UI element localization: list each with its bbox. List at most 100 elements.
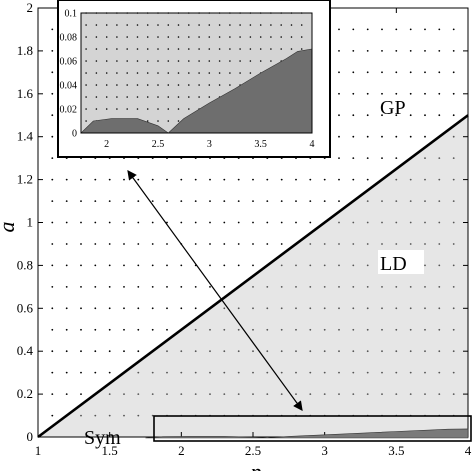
grid-dot bbox=[194, 286, 197, 288]
grid-dot bbox=[409, 243, 412, 245]
y-tick-label: 1.2 bbox=[17, 172, 33, 187]
inset-grid-dot bbox=[290, 36, 293, 38]
inset-grid-dot bbox=[95, 96, 98, 98]
grid-dot bbox=[65, 286, 68, 288]
grid-dot bbox=[424, 243, 426, 245]
grid-dot bbox=[151, 178, 154, 181]
grid-dot bbox=[223, 264, 226, 267]
inset-grid-dot bbox=[136, 84, 139, 86]
grid-dot bbox=[452, 371, 455, 374]
inset-grid-dot bbox=[239, 24, 241, 26]
inset-grid-dot bbox=[85, 60, 87, 62]
inset-grid-dot bbox=[105, 24, 108, 26]
grid-dot bbox=[352, 157, 355, 160]
grid-dot bbox=[452, 221, 455, 224]
grid-dot bbox=[323, 178, 326, 181]
grid-dot bbox=[366, 264, 369, 267]
inset-grid-dot bbox=[270, 24, 272, 26]
grid-dot bbox=[108, 264, 111, 267]
grid-dot bbox=[452, 243, 455, 245]
grid-dot bbox=[366, 178, 369, 181]
grid-dot bbox=[381, 243, 383, 245]
inset-grid-dot bbox=[116, 48, 118, 50]
grid-dot bbox=[338, 92, 340, 95]
grid-dot bbox=[65, 264, 68, 267]
grid-dot bbox=[166, 350, 168, 353]
grid-dot bbox=[108, 393, 111, 395]
grid-dot bbox=[452, 135, 455, 138]
grid-dot bbox=[137, 200, 140, 203]
grid-dot bbox=[381, 28, 383, 31]
grid-dot bbox=[323, 264, 326, 267]
grid-dot bbox=[381, 307, 383, 310]
inset-grid-dot bbox=[249, 60, 252, 62]
grid-dot bbox=[352, 286, 355, 288]
grid-dot bbox=[352, 371, 355, 374]
grid-dot bbox=[237, 350, 240, 353]
grid-dot bbox=[381, 92, 383, 95]
grid-dot bbox=[309, 307, 312, 310]
grid-dot bbox=[223, 307, 226, 310]
grid-dot bbox=[352, 92, 355, 95]
grid-dot bbox=[424, 200, 426, 203]
grid-dot bbox=[252, 243, 254, 245]
grid-dot bbox=[80, 286, 82, 288]
grid-dot bbox=[424, 286, 426, 288]
grid-dot bbox=[438, 307, 441, 310]
grid-dot bbox=[309, 221, 312, 224]
grid-dot bbox=[295, 178, 297, 181]
grid-dot bbox=[51, 71, 54, 74]
x-tick-label: 2 bbox=[178, 443, 185, 458]
inset-grid-dot bbox=[290, 48, 293, 50]
grid-dot bbox=[366, 157, 369, 160]
grid-dot bbox=[338, 135, 340, 138]
inset-grid-dot bbox=[259, 48, 262, 50]
grid-dot bbox=[123, 286, 125, 288]
grid-dot bbox=[338, 71, 340, 74]
grid-dot bbox=[180, 371, 183, 374]
inset-grid-dot bbox=[198, 24, 200, 26]
inset-grid-dot bbox=[208, 60, 211, 62]
x-tick-label: 1 bbox=[35, 443, 42, 458]
grid-dot bbox=[223, 328, 226, 331]
y-tick-label: 0.4 bbox=[17, 343, 34, 358]
grid-dot bbox=[452, 71, 455, 74]
grid-dot bbox=[323, 307, 326, 310]
inset-grid-dot bbox=[167, 72, 170, 74]
grid-dot bbox=[80, 264, 82, 267]
grid-dot bbox=[295, 350, 297, 353]
grid-dot bbox=[194, 200, 197, 203]
x-tick-label: 2.5 bbox=[245, 443, 261, 458]
grid-dot bbox=[366, 307, 369, 310]
grid-dot bbox=[381, 221, 383, 224]
inset-grid-dot bbox=[198, 96, 200, 98]
grid-dot bbox=[295, 200, 297, 203]
grid-dot bbox=[366, 221, 369, 224]
grid-dot bbox=[395, 178, 398, 181]
grid-dot bbox=[123, 307, 125, 310]
inset-grid-dot bbox=[249, 36, 252, 38]
grid-dot bbox=[65, 221, 68, 224]
inset-grid-dot bbox=[146, 60, 149, 62]
grid-dot bbox=[180, 221, 183, 224]
grid-dot bbox=[395, 92, 398, 95]
grid-dot bbox=[80, 178, 82, 181]
inset-sym-region-fill bbox=[80, 48, 313, 134]
grid-dot bbox=[424, 371, 426, 374]
inset-grid-dot bbox=[126, 48, 128, 50]
inset-grid-dot bbox=[259, 24, 262, 26]
grid-dot bbox=[409, 114, 412, 117]
grid-dot bbox=[409, 92, 412, 95]
inset-grid-dot bbox=[95, 108, 98, 110]
grid-dot bbox=[123, 414, 125, 417]
inset-grid-dot bbox=[300, 48, 303, 50]
grid-dot bbox=[51, 28, 54, 31]
inset-grid-dot bbox=[208, 24, 211, 26]
grid-dot bbox=[438, 350, 441, 353]
inset-grid-dot bbox=[188, 108, 190, 110]
grid-dot bbox=[309, 371, 312, 374]
grid-dot bbox=[252, 350, 254, 353]
grid-dot bbox=[123, 350, 125, 353]
grid-dot bbox=[51, 178, 54, 181]
